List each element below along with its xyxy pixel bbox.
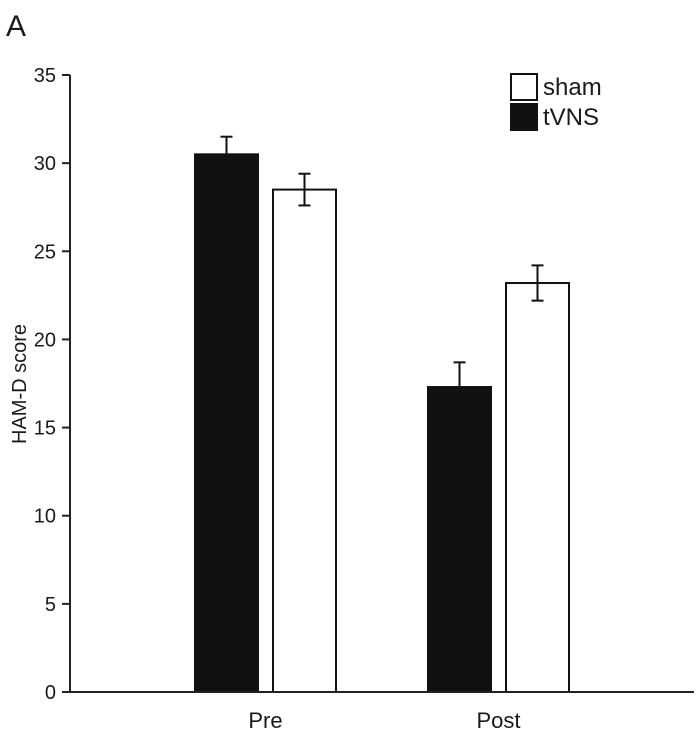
legend-label: sham <box>543 74 602 101</box>
error-bar-tvns-pre <box>220 135 233 155</box>
y-tick-label: 0 <box>45 682 56 704</box>
bars <box>194 153 570 694</box>
x-tick-label-post: Post <box>476 708 520 733</box>
y-tick-label: 25 <box>34 241 56 263</box>
error-bar-tvns-post <box>453 361 466 388</box>
legend-swatch <box>510 103 538 131</box>
y-tick-label: 5 <box>45 594 56 616</box>
bar-tvns-post <box>427 386 492 693</box>
x-tick-label-pre: Pre <box>248 708 282 733</box>
y-tick-label: 35 <box>34 65 56 87</box>
error-bar-sham-pre <box>298 172 311 207</box>
bar-sham-pre <box>272 188 337 693</box>
y-axis-title: HAM-D score <box>9 324 31 444</box>
panel-label: A <box>6 10 26 43</box>
legend-swatch <box>510 73 538 101</box>
x-axis-labels: Pre Post <box>248 708 520 733</box>
legend: sham tVNS <box>510 73 602 131</box>
y-tick-label: 10 <box>34 506 56 528</box>
y-tick-label: 20 <box>34 329 56 351</box>
y-tick-label: 15 <box>34 418 56 440</box>
legend-item-tvns: tVNS <box>510 103 599 131</box>
legend-item-sham: sham <box>510 73 602 101</box>
bar-sham-post <box>505 282 570 693</box>
y-tick-label: 30 <box>34 153 56 175</box>
bar-tvns-pre <box>194 153 259 694</box>
legend-label: tVNS <box>543 104 599 131</box>
error-bars <box>220 135 544 388</box>
y-axis-ticks: 0 5 10 15 20 25 30 35 <box>34 65 70 704</box>
error-bar-sham-post <box>531 264 544 302</box>
